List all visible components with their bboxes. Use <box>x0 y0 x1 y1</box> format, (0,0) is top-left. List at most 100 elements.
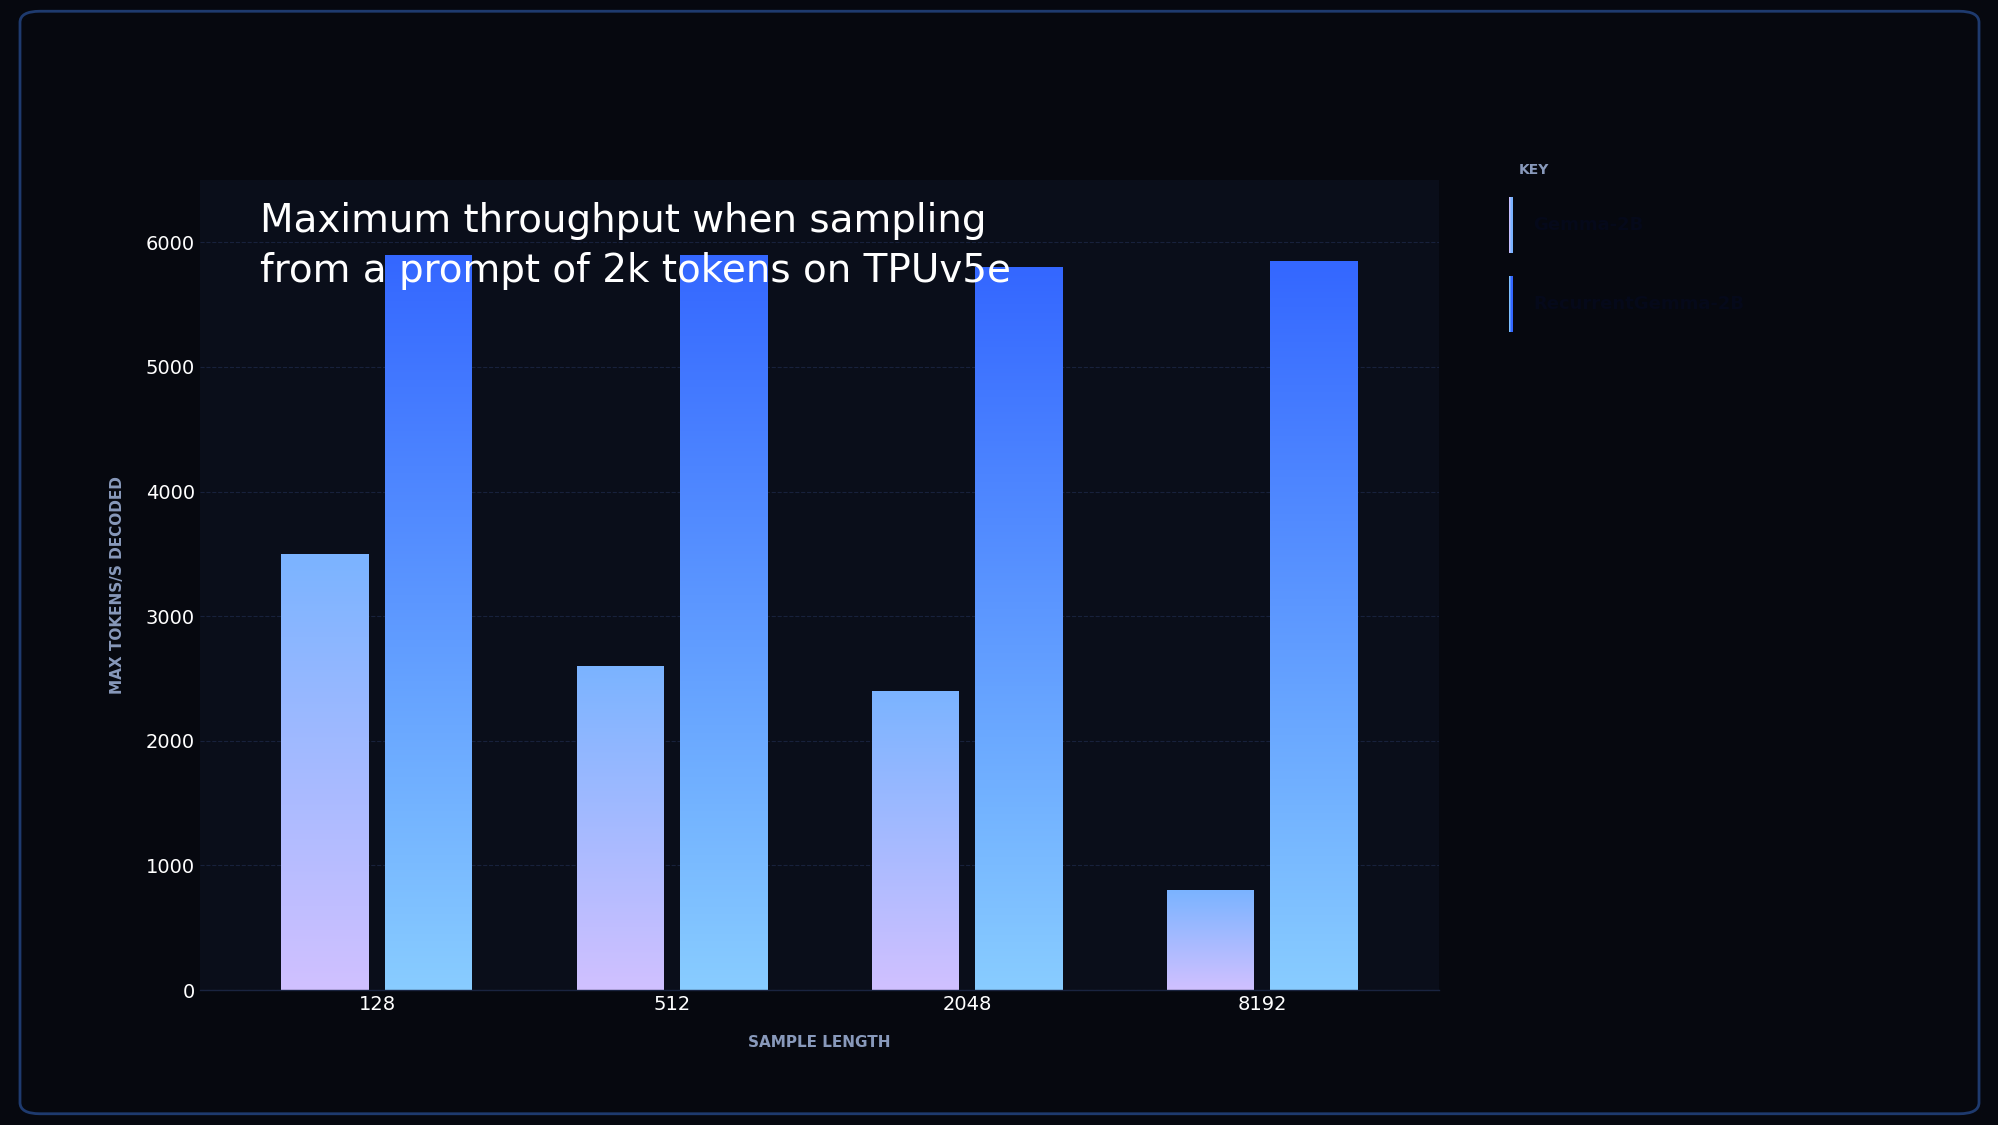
Bar <box>1269 538 1357 540</box>
Bar <box>975 882 1063 884</box>
Bar <box>1269 684 1357 686</box>
Bar <box>975 348 1063 350</box>
Bar <box>1269 431 1357 433</box>
Bar <box>1510 197 1512 253</box>
Bar <box>282 602 370 604</box>
Bar <box>679 980 767 982</box>
Bar <box>1269 287 1357 289</box>
Bar <box>1269 958 1357 961</box>
Bar <box>282 917 370 919</box>
Bar <box>1510 276 1512 332</box>
Bar <box>679 416 767 418</box>
Bar <box>1269 285 1357 287</box>
Bar <box>1269 273 1357 276</box>
Bar <box>384 537 472 539</box>
Bar <box>1510 197 1512 253</box>
Bar <box>1508 276 1510 332</box>
Bar <box>282 561 370 562</box>
Bar <box>679 288 767 290</box>
Bar <box>1510 276 1512 332</box>
Bar <box>1269 768 1357 772</box>
Bar <box>282 558 370 559</box>
Bar <box>282 576 370 577</box>
Bar <box>1269 324 1357 326</box>
Bar <box>1510 197 1512 253</box>
Bar <box>1510 276 1512 332</box>
Bar <box>679 688 767 691</box>
Bar <box>975 496 1063 498</box>
Bar <box>975 354 1063 357</box>
Bar <box>679 601 767 603</box>
Bar <box>975 334 1063 336</box>
Bar <box>975 886 1063 889</box>
Bar <box>1510 197 1512 253</box>
Bar <box>679 497 767 500</box>
Bar <box>384 934 472 936</box>
Bar <box>975 655 1063 657</box>
Bar <box>1508 197 1510 253</box>
Bar <box>384 672 472 674</box>
Bar <box>282 703 370 705</box>
Bar <box>975 460 1063 462</box>
Bar <box>282 765 370 766</box>
Bar <box>975 903 1063 906</box>
Bar <box>1508 197 1510 253</box>
Bar <box>679 345 767 348</box>
Bar <box>282 605 370 606</box>
Bar <box>384 460 472 463</box>
Bar <box>384 926 472 929</box>
Bar <box>975 363 1063 366</box>
Bar <box>1510 276 1512 332</box>
Bar <box>1508 276 1510 332</box>
Bar <box>1508 197 1510 253</box>
Bar <box>384 328 472 331</box>
Bar <box>1508 197 1510 253</box>
Bar <box>679 559 767 561</box>
Bar <box>282 558 370 559</box>
Bar <box>384 345 472 348</box>
Bar <box>975 489 1063 492</box>
Bar <box>1269 908 1357 910</box>
Bar <box>1508 197 1510 253</box>
Bar <box>1269 630 1357 632</box>
Bar <box>1269 711 1357 713</box>
Bar <box>384 956 472 958</box>
Bar <box>1269 925 1357 927</box>
Bar <box>1510 197 1512 253</box>
Bar <box>1510 276 1512 332</box>
Bar <box>1269 402 1357 404</box>
Bar <box>282 598 370 601</box>
Bar <box>679 297 767 299</box>
Bar <box>1269 929 1357 932</box>
Bar <box>282 773 370 775</box>
Bar <box>282 882 370 884</box>
Bar <box>679 268 767 270</box>
Bar <box>1510 197 1512 253</box>
Bar <box>679 951 767 953</box>
Bar <box>384 786 472 789</box>
Bar <box>282 901 370 902</box>
Bar <box>1269 560 1357 562</box>
Bar <box>1508 276 1510 332</box>
Bar <box>975 754 1063 756</box>
Bar <box>1508 276 1510 332</box>
Bar <box>679 544 767 547</box>
Bar <box>282 692 370 693</box>
Bar <box>679 890 767 892</box>
Bar <box>1269 376 1357 378</box>
Bar <box>975 912 1063 916</box>
Bar <box>975 716 1063 718</box>
Bar <box>975 978 1063 980</box>
Bar <box>282 911 370 914</box>
Bar <box>1510 276 1512 332</box>
Bar <box>384 664 472 666</box>
Bar <box>282 586 370 588</box>
Bar <box>384 728 472 730</box>
Bar <box>282 615 370 616</box>
Bar <box>679 306 767 308</box>
Bar <box>282 857 370 860</box>
Bar <box>384 872 472 875</box>
Bar <box>384 620 472 622</box>
Bar <box>975 665 1063 667</box>
Bar <box>1508 276 1510 332</box>
